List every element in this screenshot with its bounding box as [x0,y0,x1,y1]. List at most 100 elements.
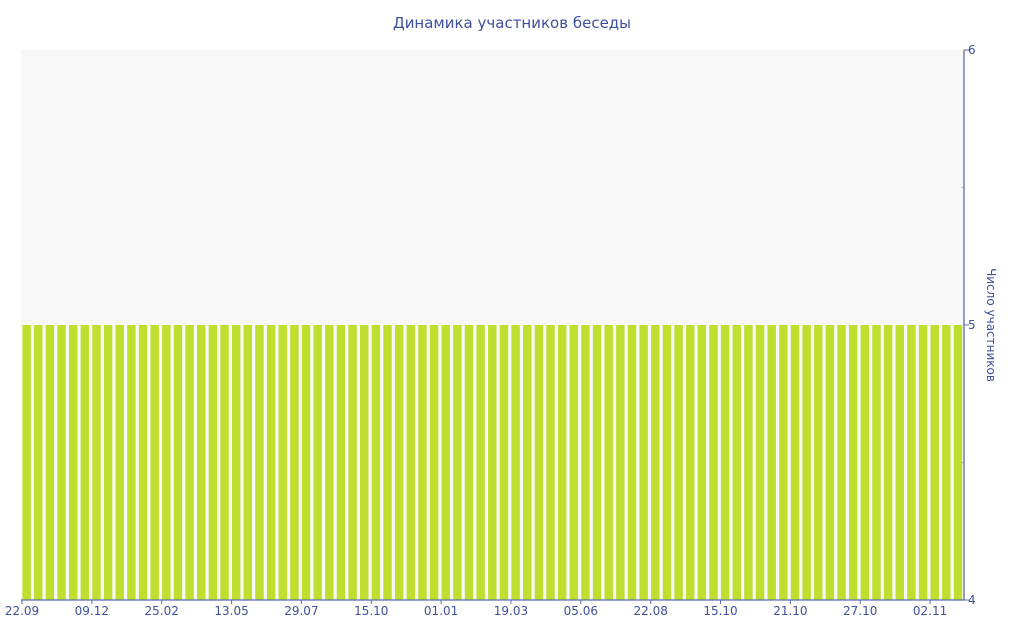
bar [895,325,904,600]
bar [511,325,520,600]
bar [848,325,858,600]
bar [208,325,218,600]
bar [697,325,707,600]
bar [418,325,427,600]
bar [255,325,264,600]
bar [266,325,276,600]
bar [814,325,823,600]
x-tick-label: 25.02 [145,604,179,618]
bar [883,325,893,600]
bar [604,325,613,600]
x-tick-label: 21.10 [773,604,807,618]
bar [290,325,299,600]
bar [581,325,590,600]
bar [68,325,78,600]
x-tick-label: 01.01 [424,604,458,618]
bar [197,325,206,600]
bar [464,325,474,600]
bar [534,325,544,600]
y-tick-label: 5 [968,318,976,332]
x-tick-label: 19.03 [494,604,528,618]
bar [22,325,31,600]
bar [872,325,881,600]
x-tick-label: 15.10 [703,604,737,618]
bar [674,325,683,600]
bar [243,325,253,600]
bar [499,325,509,600]
bar [488,325,497,600]
bar [523,325,532,600]
bar [220,325,229,600]
bar [953,325,963,600]
bar [569,325,579,600]
bar [942,325,951,600]
bar [779,325,788,600]
bar [907,325,916,600]
x-tick-label: 02.11 [913,604,947,618]
bar [162,325,171,600]
bar [651,325,660,600]
bar [313,325,322,600]
bar [860,325,870,600]
bar [709,325,718,600]
bar [627,325,637,600]
bar [639,325,648,600]
x-tick-label: 22.08 [633,604,667,618]
bar [755,325,765,600]
x-tick-label: 05.06 [564,604,598,618]
bar [383,325,392,600]
x-tick-label: 15.10 [354,604,388,618]
chart-title: Динамика участников беседы [393,14,631,32]
bar [185,325,194,600]
bar [325,325,334,600]
x-tick-label: 13.05 [214,604,248,618]
bar [150,325,159,600]
bar [301,325,311,600]
x-tick-label: 09.12 [75,604,109,618]
bar [441,325,450,600]
bar [732,325,742,600]
y-tick-label: 4 [968,593,976,607]
bar [685,325,695,600]
bar [429,325,439,600]
bars [22,325,963,600]
bar [103,325,113,600]
bar [546,325,555,600]
bar [802,325,811,600]
y-tick-label: 6 [968,43,976,57]
bar [453,325,462,600]
bar [348,325,357,600]
bar [918,325,928,600]
bar [278,325,287,600]
bar [406,325,416,600]
x-tick-label: 22.09 [5,604,39,618]
bar [336,325,346,600]
bar [80,325,90,600]
bar [662,325,672,600]
bar [371,325,381,600]
x-ticks: 22.09 09.12 25.02 13.05 29.07 15.10 01.01 19.03… [5,600,947,618]
bar [173,325,183,600]
bar [825,325,835,600]
y-axis-label: Число участников [984,268,998,382]
bar [138,325,148,600]
bar [360,325,369,600]
bar [557,325,567,600]
bar [45,325,55,600]
x-tick-label: 29.07 [284,604,318,618]
bar [720,325,730,600]
bar [930,325,939,600]
bar [92,325,101,600]
x-tick-label: 27.10 [843,604,877,618]
bar [57,325,66,600]
bar [744,325,753,600]
bar [394,325,404,600]
y-ticks: 4 5 6 [962,43,976,607]
bar [34,325,43,600]
bar [115,325,124,600]
bar [127,325,136,600]
bar [790,325,800,600]
bar [837,325,846,600]
bar [231,325,241,600]
